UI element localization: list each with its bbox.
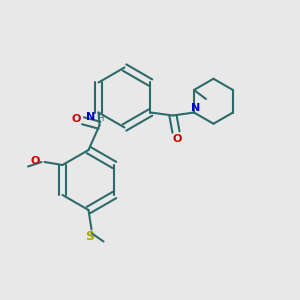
Text: N: N bbox=[191, 103, 200, 113]
Text: O: O bbox=[31, 155, 40, 166]
Text: O: O bbox=[72, 114, 81, 124]
Text: N: N bbox=[86, 112, 96, 122]
Text: H: H bbox=[97, 114, 103, 123]
Text: O: O bbox=[173, 134, 182, 144]
Text: S: S bbox=[85, 230, 94, 243]
